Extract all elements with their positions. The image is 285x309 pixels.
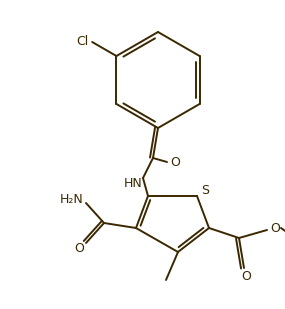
Text: O: O [74,242,84,255]
Text: Cl: Cl [76,35,88,48]
Text: HN: HN [124,176,142,189]
Text: O: O [270,222,280,235]
Text: S: S [201,184,209,197]
Text: H₂N: H₂N [60,193,84,205]
Text: O: O [241,269,251,282]
Text: O: O [170,155,180,168]
